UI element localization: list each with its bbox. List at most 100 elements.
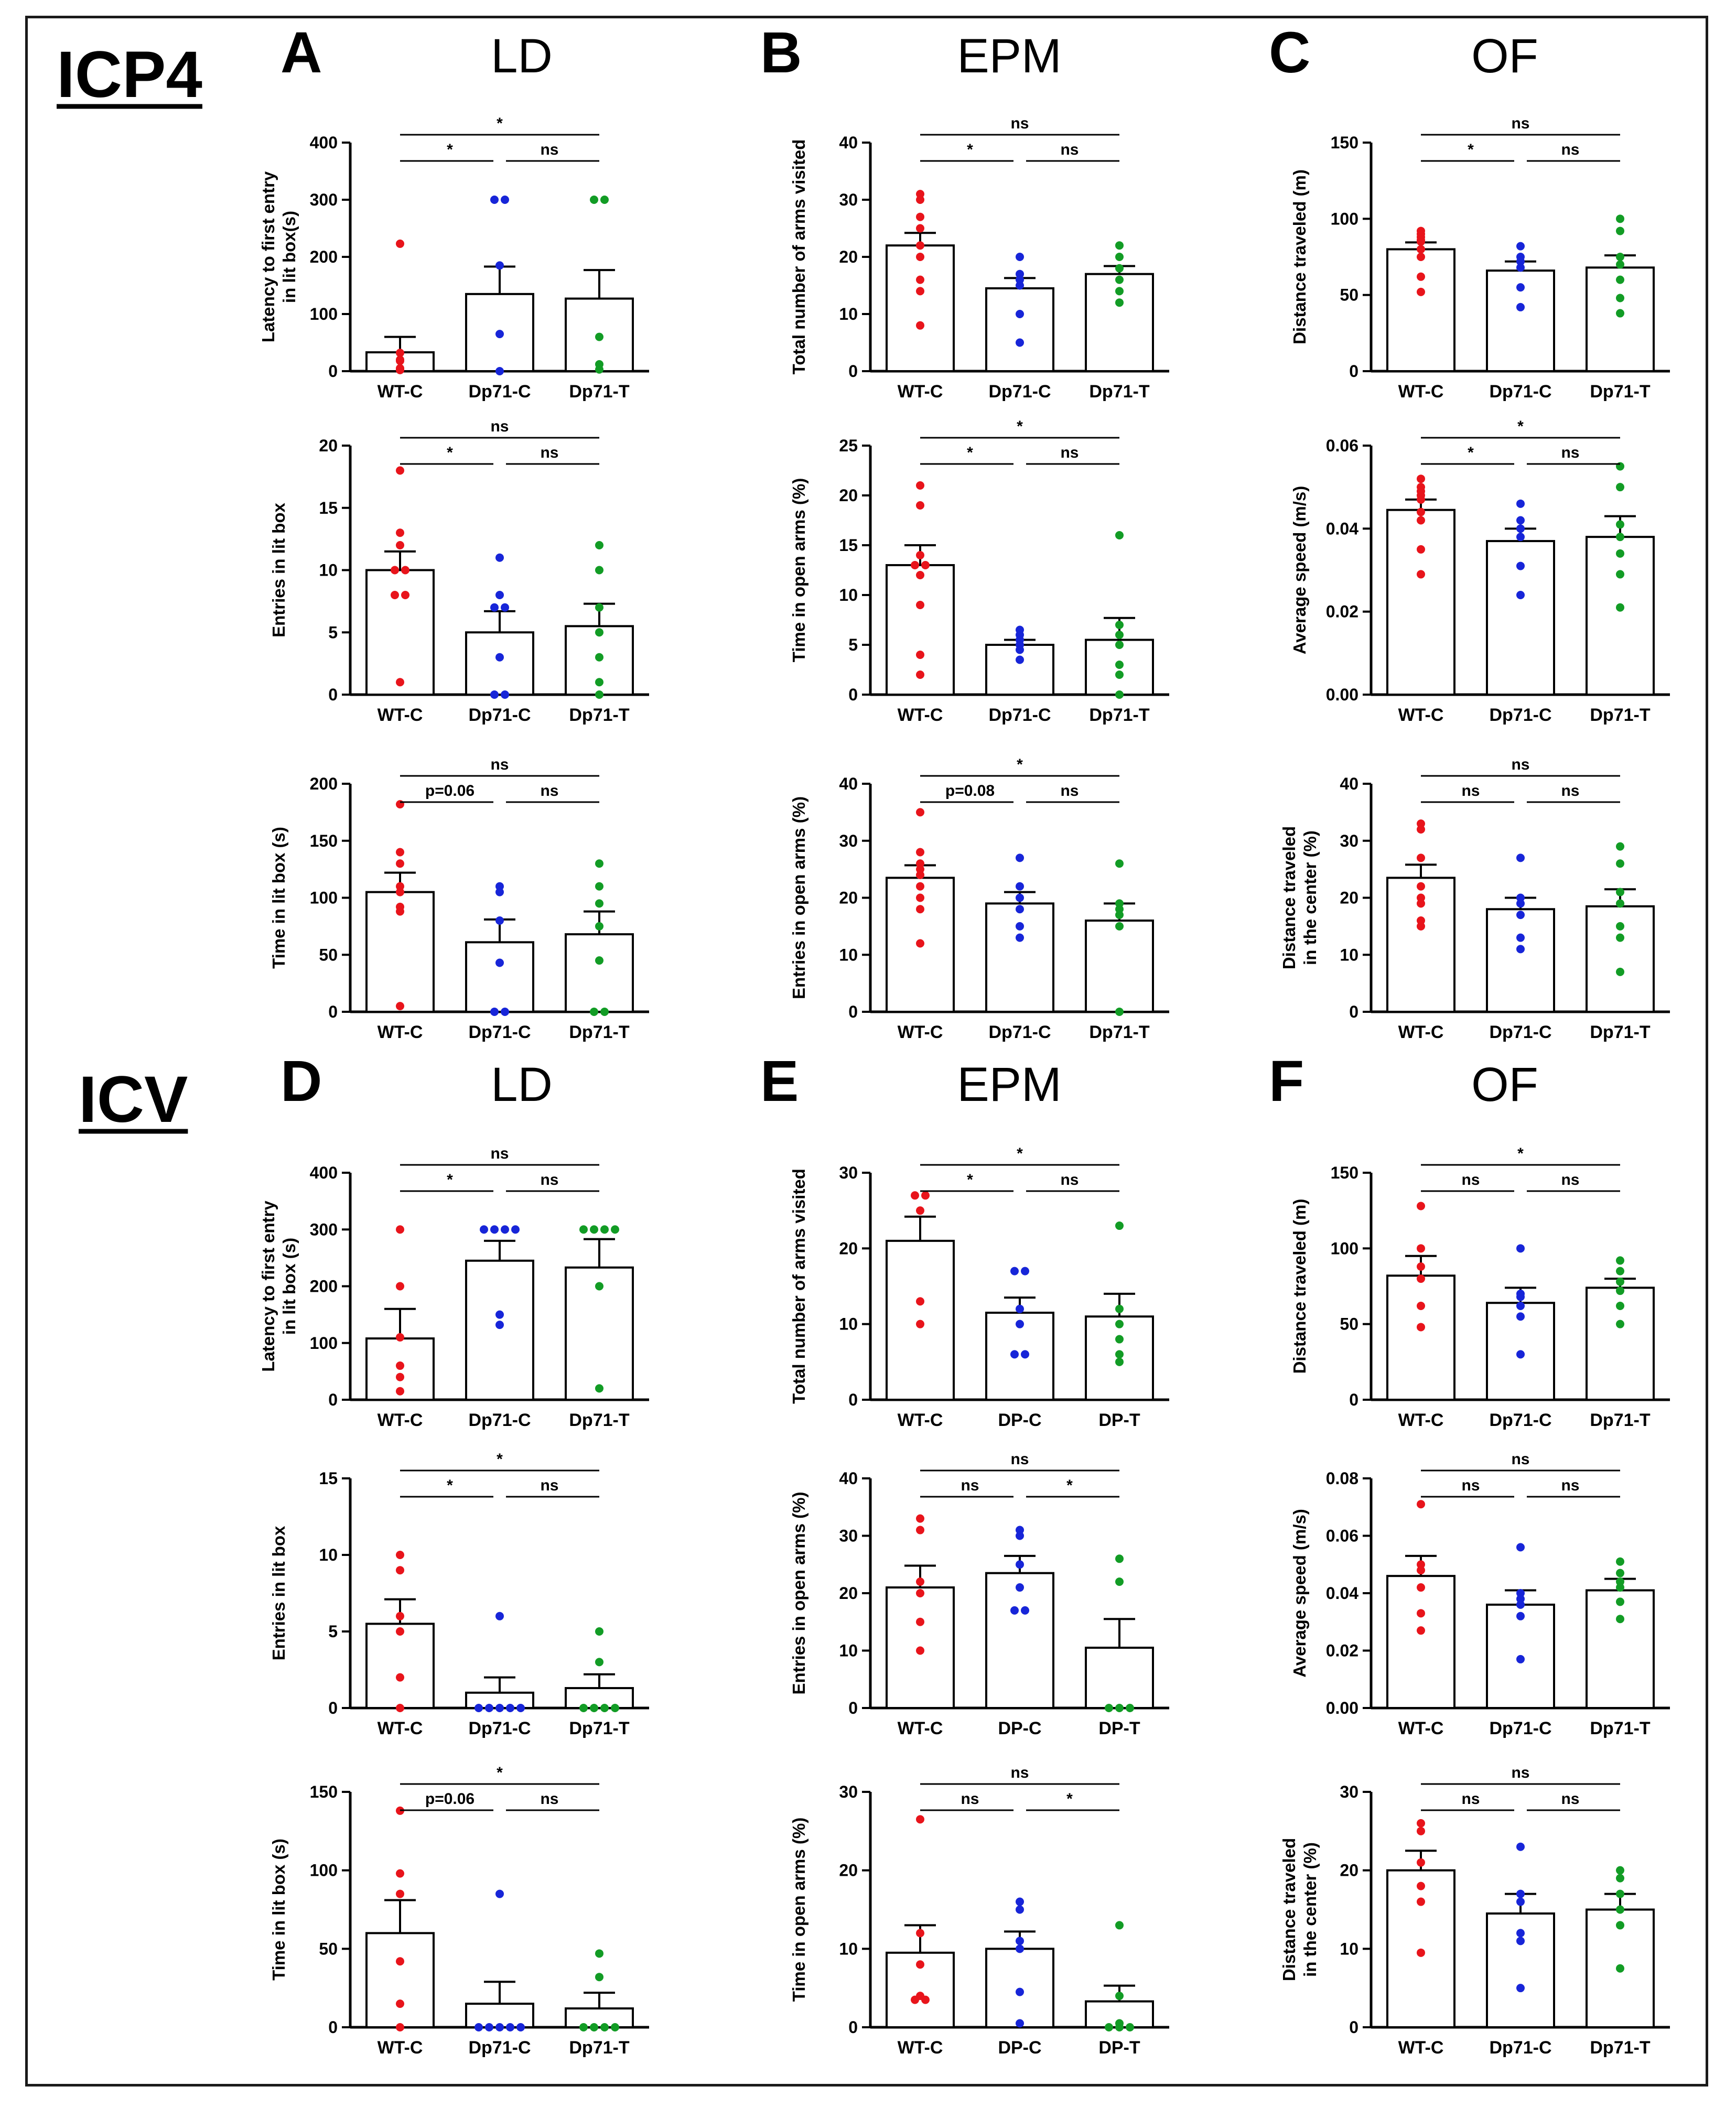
data-point-dp71-c xyxy=(495,888,504,896)
y-tick-label: 5 xyxy=(328,1622,338,1641)
data-point-dp71-t xyxy=(590,1225,598,1234)
data-point-wt-c xyxy=(911,1191,919,1200)
sig-label-left: * xyxy=(1468,444,1474,461)
data-point-wt-c xyxy=(396,1361,404,1370)
data-point-dp-c xyxy=(1016,1531,1024,1540)
y-tick-label: 30 xyxy=(839,831,858,850)
y-tick-label: 10 xyxy=(1340,945,1358,964)
y-tick-label: 300 xyxy=(310,1220,338,1239)
sig-label-top: * xyxy=(1017,418,1023,435)
x-tick-label: WT-C xyxy=(378,2038,423,2058)
data-point-dp-t xyxy=(1105,2023,1113,2031)
data-point-dp71-c xyxy=(495,1612,504,1620)
data-point-wt-c xyxy=(911,1995,919,2004)
section-label-icv: ICV xyxy=(79,1063,188,1136)
data-point-dp71-c xyxy=(1016,338,1024,347)
x-tick-label: Dp71-T xyxy=(569,1718,629,1738)
y-axis-label: Average speed (m/s) xyxy=(1290,1509,1309,1678)
data-point-wt-c xyxy=(916,1297,924,1306)
x-tick-label: Dp71-C xyxy=(468,1718,531,1738)
bar-wt-c xyxy=(365,1623,435,1709)
data-point-dp-c xyxy=(1016,1304,1024,1313)
data-point-dp71-c xyxy=(501,1008,509,1016)
x-tick-label: Dp71-C xyxy=(1489,382,1551,402)
x-tick-label: WT-C xyxy=(1398,382,1444,402)
data-point-dp-c xyxy=(1016,1320,1024,1328)
data-point-wt-c xyxy=(1417,1274,1425,1283)
y-tick-label: 0 xyxy=(1349,362,1358,381)
y-axis-label: Time in open arms (%) xyxy=(789,478,808,662)
data-point-dp71-c xyxy=(1516,1897,1525,1906)
data-point-dp71-t xyxy=(595,1627,603,1636)
x-tick-label: Dp71-C xyxy=(1489,2038,1551,2058)
sig-label-right: * xyxy=(1066,1477,1073,1494)
data-point-dp-t xyxy=(1115,1554,1124,1563)
data-point-wt-c xyxy=(1417,1323,1425,1332)
y-tick-label: 20 xyxy=(1340,1861,1358,1880)
data-point-dp71-c xyxy=(501,690,509,699)
data-point-dp71-c xyxy=(1516,302,1525,311)
x-tick-label: DP-C xyxy=(998,2038,1041,2058)
y-tick-label: 200 xyxy=(310,247,338,266)
data-point-dp71-c xyxy=(1516,1312,1525,1321)
chart-panel-icp4-of-2: 0.00 0.02 0.04 0.06 Average speed (m/s) WT-C D… xyxy=(1290,418,1670,725)
data-point-dp-t xyxy=(1126,2023,1134,2031)
y-axis-label: Distance traveledin the center (%) xyxy=(1279,826,1320,969)
data-point-dp71-t xyxy=(1115,621,1124,629)
data-point-wt-c xyxy=(921,561,930,569)
chart-panel-icp4-ld-1: A LD 0 100 200 300 400 Latency to first entryin… xyxy=(258,20,649,402)
sig-label-top: * xyxy=(497,1764,503,1781)
x-tick-label: Dp71-T xyxy=(569,1022,629,1042)
data-point-dp71-t xyxy=(1616,1964,1624,1973)
data-point-dp-c xyxy=(1016,1897,1024,1906)
data-point-wt-c xyxy=(916,1206,924,1215)
sig-label-top: ns xyxy=(1010,115,1029,132)
chart-panel-icv-of-3: 0 10 20 30 Distance traveledin the center (%… xyxy=(1279,1764,1670,2058)
data-point-wt-c xyxy=(916,882,924,891)
data-point-dp71-t xyxy=(1115,641,1124,649)
y-axis-label: Time in lit box (s) xyxy=(269,827,288,969)
data-point-dp-t xyxy=(1115,1350,1124,1359)
y-tick-label: 0 xyxy=(848,1390,858,1409)
data-point-dp71-t xyxy=(1616,933,1624,942)
data-point-wt-c xyxy=(396,1869,404,1878)
data-point-dp71-t xyxy=(595,365,603,374)
data-point-dp71-t xyxy=(1616,1277,1624,1286)
data-point-dp71-t xyxy=(600,1225,609,1234)
data-point-wt-c xyxy=(916,1960,924,1969)
data-point-wt-c xyxy=(396,907,404,916)
y-tick-label: 0.02 xyxy=(1326,1641,1358,1660)
data-point-dp71-c xyxy=(495,916,504,925)
data-point-wt-c xyxy=(916,893,924,902)
bar-wt-c xyxy=(1386,1274,1455,1401)
y-tick-label: 10 xyxy=(839,945,858,964)
y-tick-label: 15 xyxy=(839,536,858,555)
data-point-dp71-t xyxy=(1616,309,1624,318)
sig-label-left: ns xyxy=(1461,1477,1480,1494)
y-tick-label: 10 xyxy=(319,1545,338,1564)
sig-label-top: ns xyxy=(490,1145,509,1162)
data-point-dp71-t xyxy=(1616,1302,1624,1311)
data-point-dp71-t xyxy=(1115,690,1124,699)
data-point-dp-t xyxy=(1115,1992,1124,2001)
data-point-wt-c xyxy=(396,1957,404,1966)
data-point-dp71-t xyxy=(595,956,603,965)
data-point-dp71-c xyxy=(495,261,504,270)
data-point-dp71-t xyxy=(600,1704,609,1712)
data-point-dp71-c xyxy=(1516,1842,1525,1851)
data-point-dp71-t xyxy=(1616,1874,1624,1883)
data-point-dp-t xyxy=(1115,1304,1124,1313)
data-point-dp71-c xyxy=(490,1225,499,1234)
data-point-dp71-t xyxy=(1616,1287,1624,1295)
y-axis-label: Total number of arms visited xyxy=(789,1169,808,1404)
data-point-wt-c xyxy=(1417,1948,1425,1957)
sig-label-top: ns xyxy=(1511,1764,1529,1781)
y-axis-label: Time in lit box (s) xyxy=(269,1839,288,1981)
bar-wt-c xyxy=(365,1932,435,2028)
data-point-dp71-c xyxy=(495,553,504,562)
y-tick-label: 20 xyxy=(319,436,338,455)
x-tick-label: WT-C xyxy=(898,1410,943,1430)
y-axis-label: Distance traveledin the center (%) xyxy=(1279,1838,1320,1981)
x-tick-label: DP-T xyxy=(1098,1718,1140,1738)
